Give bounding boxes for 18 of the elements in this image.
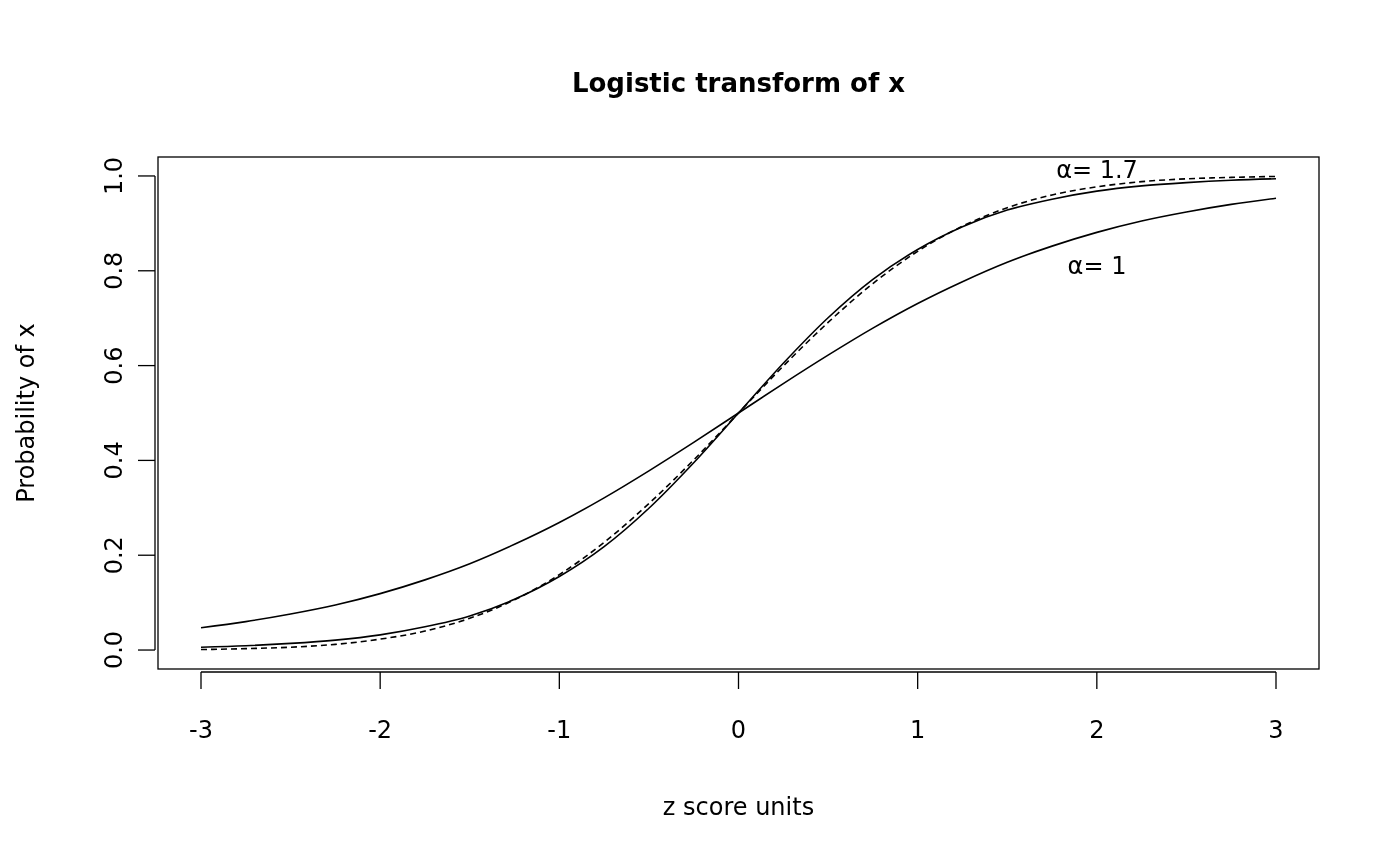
x-tick-label: 1 xyxy=(910,716,926,744)
y-tick-label: 0.8 xyxy=(100,251,129,290)
y-tick-label: 0.4 xyxy=(100,441,129,480)
x-tick-label: -1 xyxy=(547,716,572,744)
x-tick-label: 2 xyxy=(1089,716,1105,744)
annotation: α= 1.7 xyxy=(1056,156,1138,185)
x-tick-label: 3 xyxy=(1268,716,1284,744)
x-tick-label: -3 xyxy=(189,716,213,744)
y-tick-label: 1.0 xyxy=(100,156,129,196)
y-tick-label: 0.0 xyxy=(100,630,129,670)
chart-title: Logistic transform of x xyxy=(571,68,906,98)
y-tick-label: 0.2 xyxy=(100,536,129,575)
x-tick-label: 0 xyxy=(730,716,747,744)
x-tick-label: -2 xyxy=(368,716,393,744)
y-tick-label: 0.6 xyxy=(100,346,129,385)
y-axis-title: Probability of x xyxy=(12,323,40,503)
annotation: α= 1 xyxy=(1067,252,1127,281)
x-axis-title: z score units xyxy=(662,793,815,821)
